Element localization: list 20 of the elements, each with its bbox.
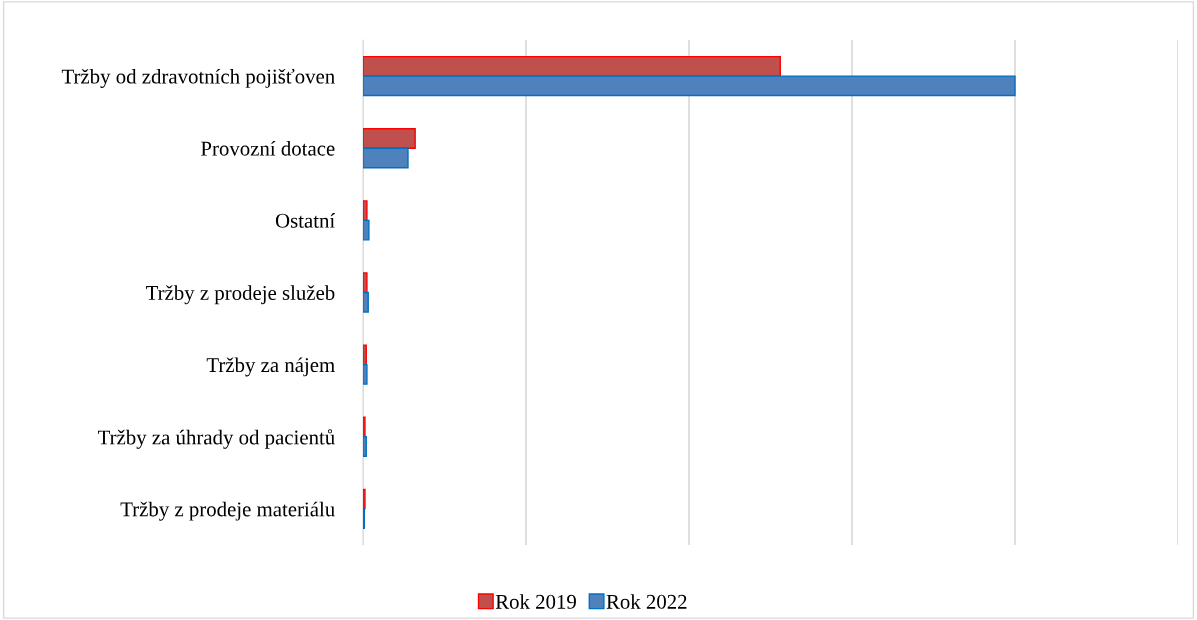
y-tick-label: Tržby za nájem [206,357,335,377]
y-tick-label: Tržby z prodeje služeb [146,285,335,305]
legend-label: Rok 2022 [606,594,687,609]
bar [363,291,369,313]
bar [363,147,409,169]
bar [363,219,370,241]
y-tick-label: Tržby z prodeje materiálu [120,501,335,521]
bar [363,436,367,457]
y-tick-label: Ostatní [275,213,335,228]
bar [363,75,1016,97]
y-tick-label: Tržby od zdravotních pojišťoven [61,68,335,88]
bar [363,128,416,149]
y-tick-label: Tržby za úhrady od pacientů [98,429,335,449]
bar [363,344,367,366]
legend-label: Rok 2019 [495,594,576,609]
y-tick-label: Provozní dotace [201,140,335,156]
bar [363,363,368,385]
bar [363,200,368,222]
bar [363,55,781,77]
bar [363,272,368,294]
